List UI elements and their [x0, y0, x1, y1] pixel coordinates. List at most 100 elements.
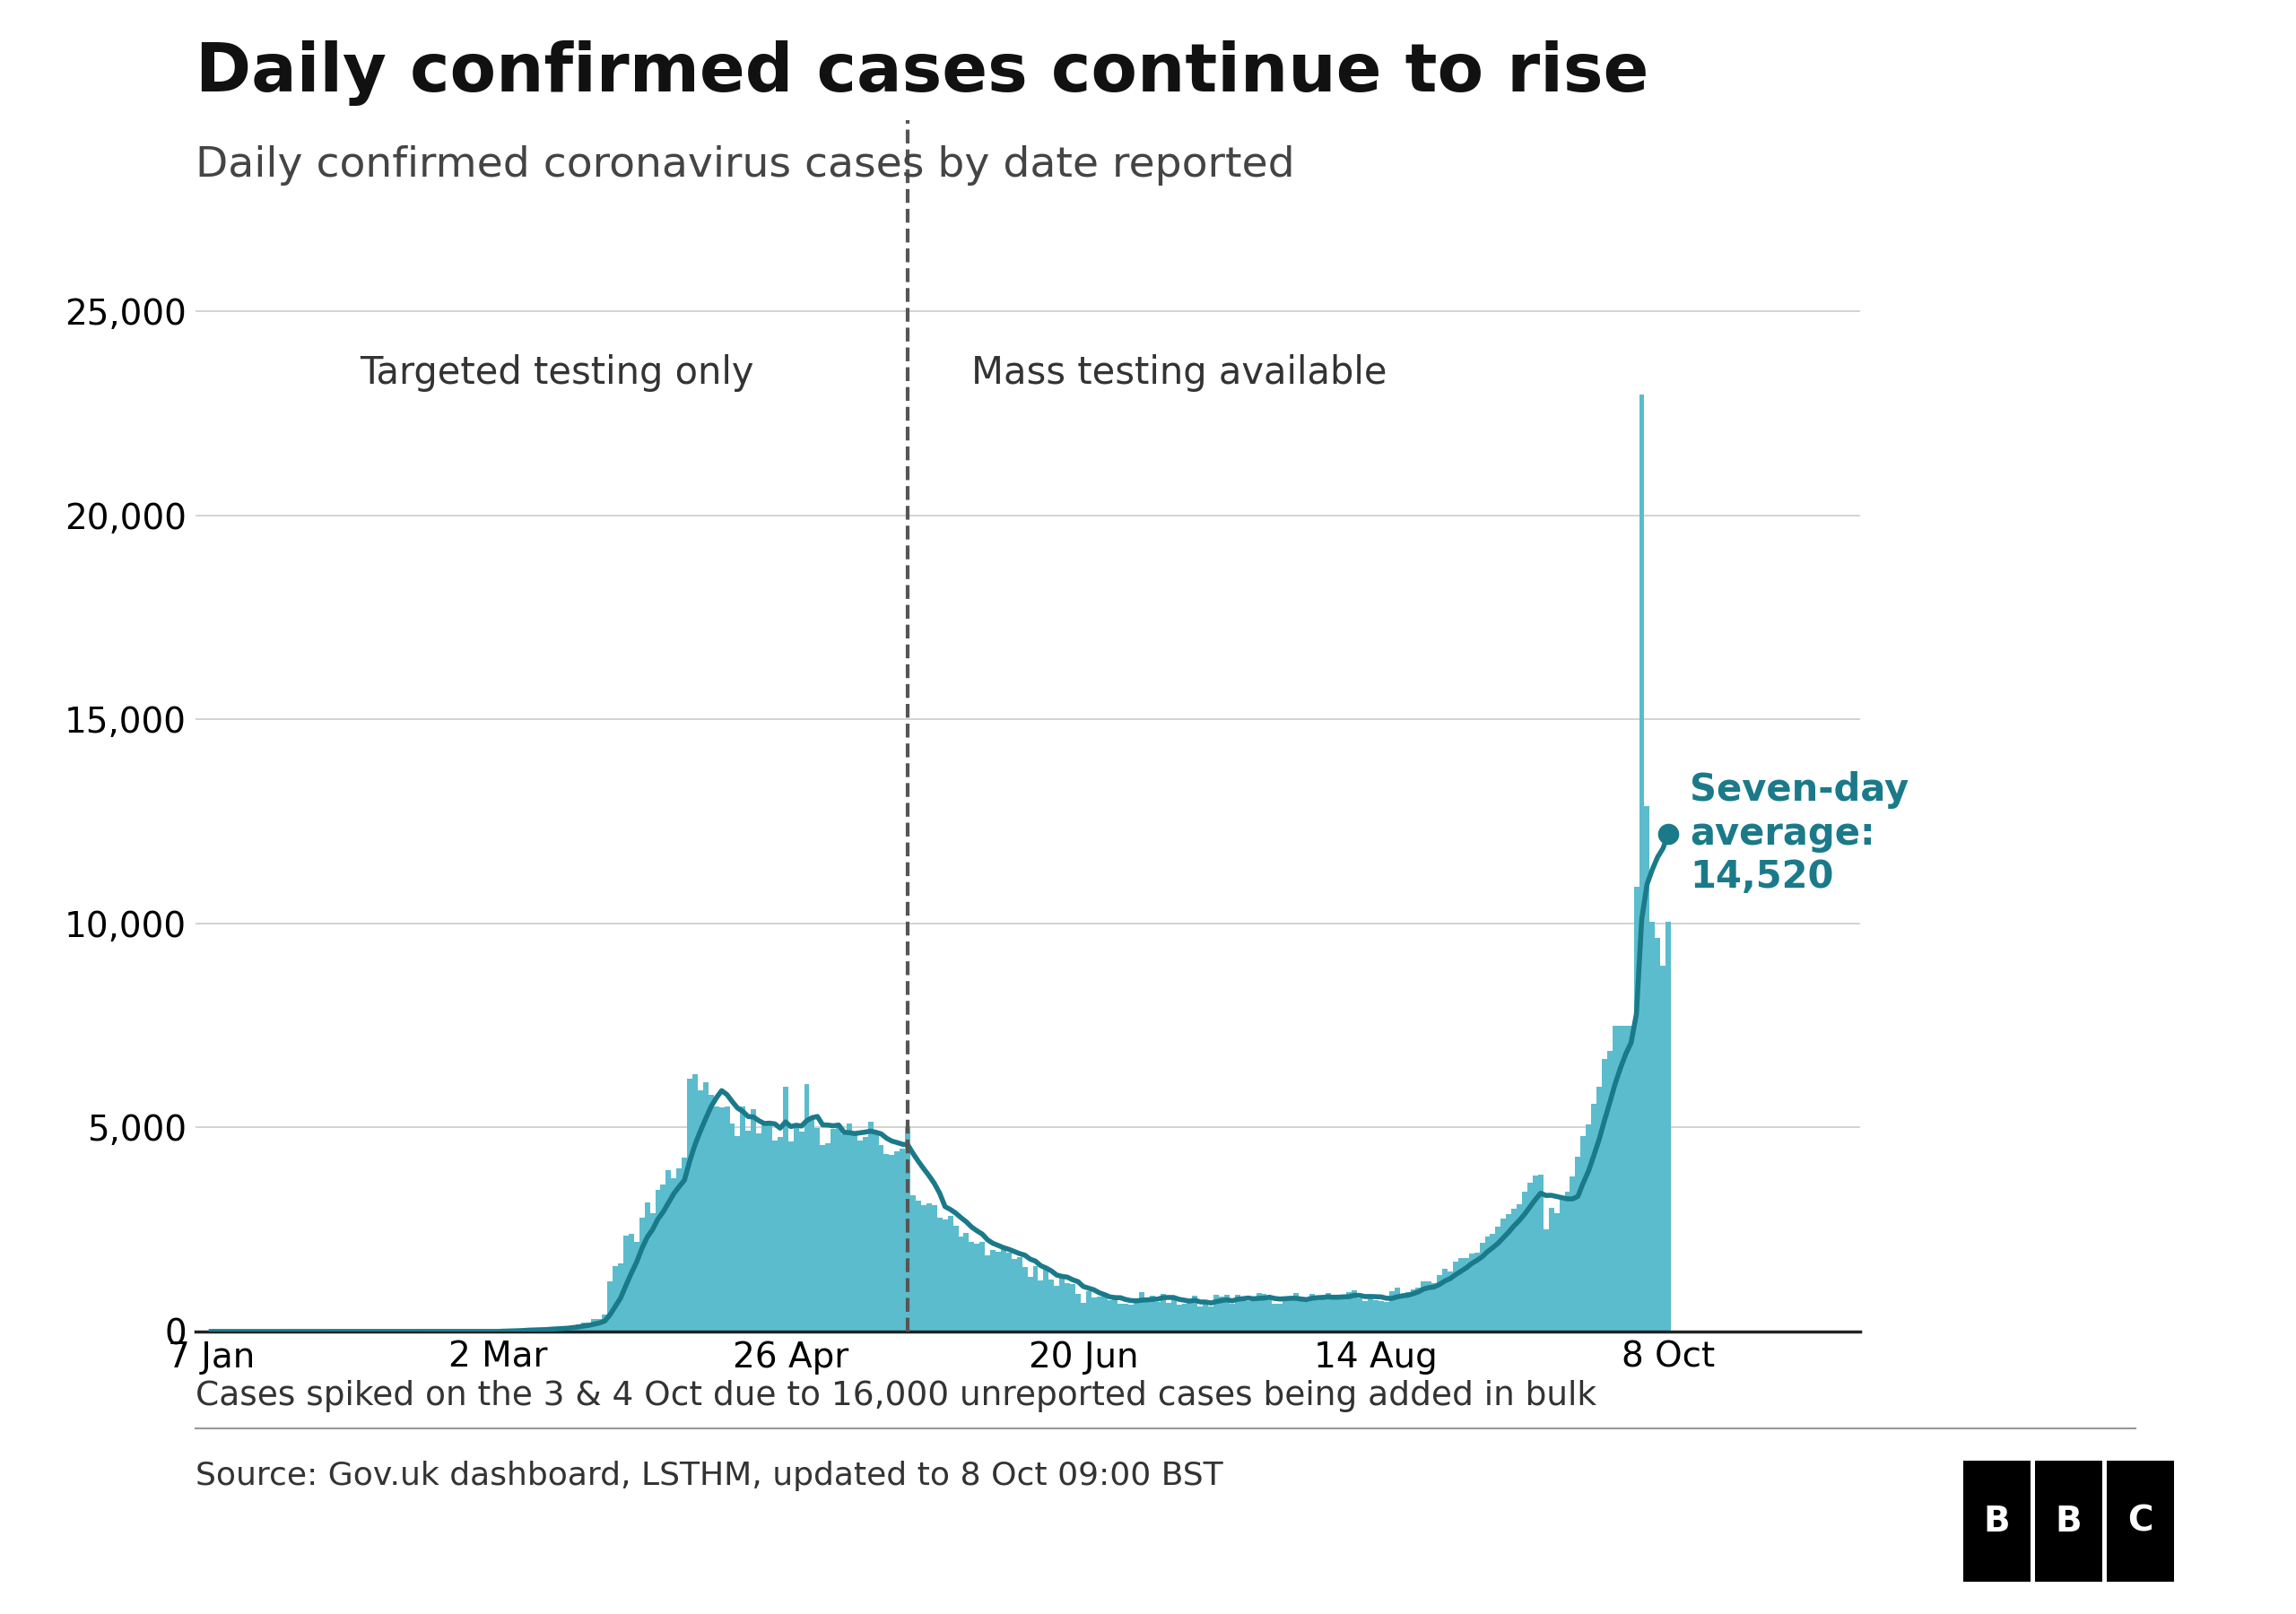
Bar: [703, 1083, 709, 1332]
Bar: [549, 1327, 553, 1332]
Bar: [723, 1106, 730, 1332]
Bar: [985, 1256, 990, 1332]
Bar: [521, 1328, 528, 1332]
Text: B: B: [2055, 1504, 2082, 1538]
Bar: [1102, 1296, 1107, 1332]
Bar: [932, 1206, 937, 1332]
Bar: [730, 1123, 735, 1332]
Bar: [677, 1169, 682, 1332]
Bar: [1373, 1299, 1378, 1332]
Text: Seven-day
average:
14,520: Seven-day average: 14,520: [1690, 771, 1908, 896]
Bar: [1192, 1296, 1199, 1332]
Bar: [622, 1235, 629, 1332]
Bar: [762, 1125, 767, 1332]
Bar: [1437, 1275, 1442, 1332]
Bar: [528, 1330, 533, 1332]
Bar: [1469, 1254, 1474, 1332]
Bar: [856, 1141, 863, 1332]
Bar: [1107, 1299, 1114, 1332]
Bar: [912, 1196, 916, 1332]
Bar: [921, 1206, 925, 1332]
Bar: [1564, 1191, 1570, 1332]
Bar: [576, 1325, 581, 1332]
Text: Mass testing available: Mass testing available: [971, 353, 1387, 392]
Bar: [719, 1107, 723, 1332]
Text: Daily confirmed coronavirus cases by date reported: Daily confirmed coronavirus cases by dat…: [195, 145, 1295, 186]
Bar: [1065, 1283, 1070, 1332]
Bar: [1384, 1301, 1389, 1332]
Bar: [788, 1141, 794, 1332]
Bar: [1453, 1262, 1458, 1332]
Bar: [900, 1149, 905, 1332]
Bar: [1345, 1293, 1352, 1332]
Bar: [884, 1154, 889, 1332]
Bar: [1543, 1230, 1548, 1332]
Bar: [1235, 1294, 1240, 1332]
Bar: [1166, 1302, 1171, 1332]
Bar: [1655, 938, 1660, 1332]
Bar: [687, 1078, 693, 1332]
Bar: [1038, 1280, 1042, 1332]
Bar: [1042, 1269, 1049, 1332]
Bar: [1256, 1293, 1261, 1332]
Bar: [634, 1241, 638, 1332]
Bar: [569, 1325, 576, 1332]
Bar: [1660, 965, 1665, 1332]
Bar: [592, 1319, 597, 1332]
Bar: [1511, 1209, 1518, 1332]
Bar: [1049, 1280, 1054, 1332]
Bar: [618, 1264, 622, 1332]
Bar: [1623, 1025, 1628, 1332]
Bar: [895, 1151, 900, 1332]
Bar: [650, 1214, 654, 1332]
Bar: [1316, 1299, 1320, 1332]
Bar: [1075, 1294, 1081, 1332]
Bar: [1114, 1299, 1118, 1332]
Bar: [824, 1143, 831, 1332]
Bar: [1490, 1233, 1495, 1332]
Bar: [783, 1086, 788, 1332]
Bar: [602, 1315, 608, 1332]
Bar: [868, 1122, 872, 1332]
Bar: [709, 1094, 714, 1332]
Bar: [746, 1130, 751, 1332]
Bar: [1187, 1301, 1192, 1332]
Bar: [778, 1136, 783, 1332]
Bar: [990, 1251, 996, 1332]
Bar: [1534, 1175, 1538, 1332]
Bar: [1522, 1193, 1527, 1332]
Bar: [1639, 394, 1644, 1332]
Bar: [794, 1123, 799, 1332]
Bar: [1267, 1298, 1272, 1332]
Bar: [1086, 1291, 1091, 1332]
Bar: [698, 1091, 703, 1332]
Bar: [1486, 1236, 1490, 1332]
Bar: [1013, 1259, 1017, 1332]
Bar: [1665, 922, 1671, 1332]
Bar: [1320, 1298, 1325, 1332]
Bar: [1538, 1175, 1543, 1332]
Bar: [767, 1122, 771, 1332]
Bar: [941, 1219, 948, 1332]
Bar: [1176, 1304, 1182, 1332]
Bar: [804, 1083, 810, 1332]
Bar: [1231, 1304, 1235, 1332]
Bar: [1081, 1302, 1086, 1332]
Bar: [553, 1328, 560, 1332]
Text: Daily confirmed cases continue to rise: Daily confirmed cases continue to rise: [195, 40, 1649, 107]
Bar: [1215, 1294, 1219, 1332]
Bar: [1495, 1227, 1502, 1332]
Bar: [831, 1128, 836, 1332]
Bar: [1963, 1461, 2030, 1582]
Text: C: C: [2128, 1504, 2154, 1538]
Bar: [815, 1128, 820, 1332]
Bar: [645, 1202, 650, 1332]
Bar: [953, 1225, 957, 1332]
Bar: [1155, 1302, 1159, 1332]
Bar: [1587, 1125, 1591, 1332]
Bar: [735, 1136, 739, 1332]
Bar: [1070, 1285, 1075, 1332]
Bar: [1378, 1301, 1384, 1332]
Bar: [1341, 1299, 1345, 1332]
Bar: [1293, 1293, 1300, 1332]
